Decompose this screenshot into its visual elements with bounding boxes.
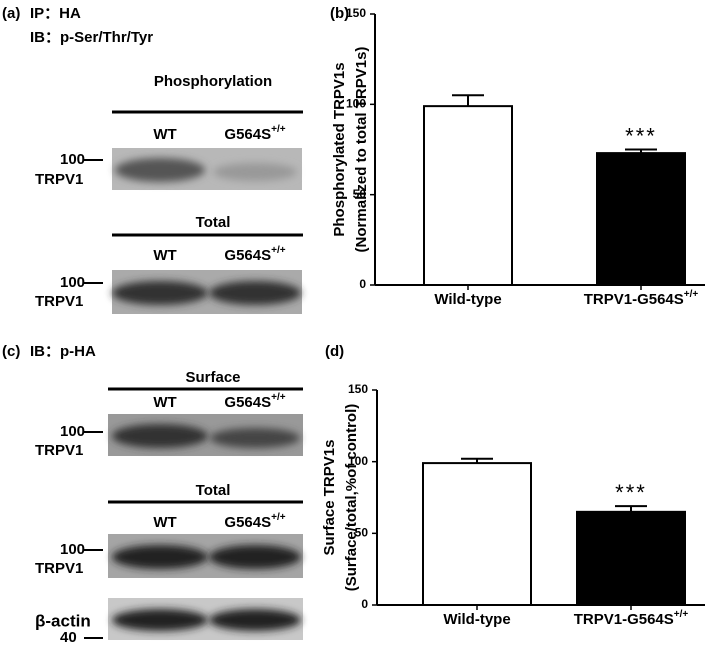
y-axis-label: (Surface/total,%of control) xyxy=(343,404,360,592)
lane-label: G564S+/+ xyxy=(224,392,285,411)
protein-label: TRPV1 xyxy=(35,560,83,577)
bar xyxy=(422,462,532,606)
marker: 100 xyxy=(60,274,85,291)
panel-label: (d) xyxy=(325,343,344,360)
lane-label: WT xyxy=(153,394,176,411)
panel-label: (c) xyxy=(2,343,20,360)
protein-label: TRPV1 xyxy=(35,442,83,459)
protein-label: TRPV1 xyxy=(35,293,83,310)
band xyxy=(112,424,208,448)
lane-label: WT xyxy=(153,247,176,264)
marker: 100 xyxy=(60,151,85,168)
lane-label: G564S+/+ xyxy=(224,124,285,143)
marker: 100 xyxy=(60,541,85,558)
band xyxy=(112,281,208,305)
band xyxy=(112,609,208,631)
blot-section: Surface WT G564S+/+ 100 TRPV1 xyxy=(35,369,303,459)
y-tick-label: 0 xyxy=(359,277,366,291)
y-tick-label: 100 xyxy=(346,97,366,111)
panel-label: (b) xyxy=(330,5,349,22)
blot-section: Phosphorylation WT G564S+/+ 100 TRPV1 xyxy=(35,73,303,190)
lane-label: WT xyxy=(153,126,176,143)
ib-label: IB：p-Ser/Thr/Tyr xyxy=(30,29,153,46)
y-tick-label: 50 xyxy=(355,526,369,540)
protein-label: β-actin xyxy=(35,611,91,630)
blot-section: Total WT G564S+/+ 100 TRPV1 xyxy=(35,482,303,578)
band xyxy=(210,428,300,448)
section-title: Total xyxy=(196,214,231,231)
blot-section: Total WT G564S+/+ 100 TRPV1 xyxy=(35,214,303,314)
marker: 40 xyxy=(60,629,77,646)
y-axis-label: Surface TRPV1s xyxy=(321,440,338,556)
y-tick-label: 0 xyxy=(361,597,368,611)
band xyxy=(112,545,208,569)
section-title: Phosphorylation xyxy=(154,73,272,90)
marker: 100 xyxy=(60,423,85,440)
lane-label: G564S+/+ xyxy=(224,512,285,531)
loading-control: β-actin 40 xyxy=(35,598,303,646)
bar xyxy=(576,510,686,607)
lane-label: WT xyxy=(153,514,176,531)
x-tick-label: TRPV1-G564S+/+ xyxy=(574,609,689,628)
x-tick-label: Wild-type xyxy=(434,291,501,308)
band xyxy=(209,545,301,569)
band xyxy=(209,609,301,631)
section-title: Total xyxy=(196,482,231,499)
bar xyxy=(423,105,513,286)
ip-label: IP：HA xyxy=(30,5,81,22)
protein-label: TRPV1 xyxy=(35,171,83,188)
y-tick-label: 100 xyxy=(348,454,368,468)
lane-label: G564S+/+ xyxy=(224,245,285,264)
y-tick-label: 150 xyxy=(346,6,366,20)
y-axis-label: (Normalized to total TRPV1s) xyxy=(353,47,370,253)
y-tick-label: 150 xyxy=(348,382,368,396)
ib-label: IB：p-HA xyxy=(30,343,96,360)
panel-label: (a) xyxy=(2,5,20,22)
band xyxy=(115,158,205,182)
y-tick-label: 50 xyxy=(353,187,367,201)
bar xyxy=(596,152,686,286)
band xyxy=(209,281,301,305)
significance: *** xyxy=(625,123,657,148)
band xyxy=(213,163,297,181)
x-tick-label: TRPV1-G564S+/+ xyxy=(584,289,699,308)
section-title: Surface xyxy=(185,369,240,386)
significance: *** xyxy=(615,480,647,505)
x-tick-label: Wild-type xyxy=(443,611,510,628)
y-axis-label: Phosphorylated TRPV1s xyxy=(331,62,348,236)
